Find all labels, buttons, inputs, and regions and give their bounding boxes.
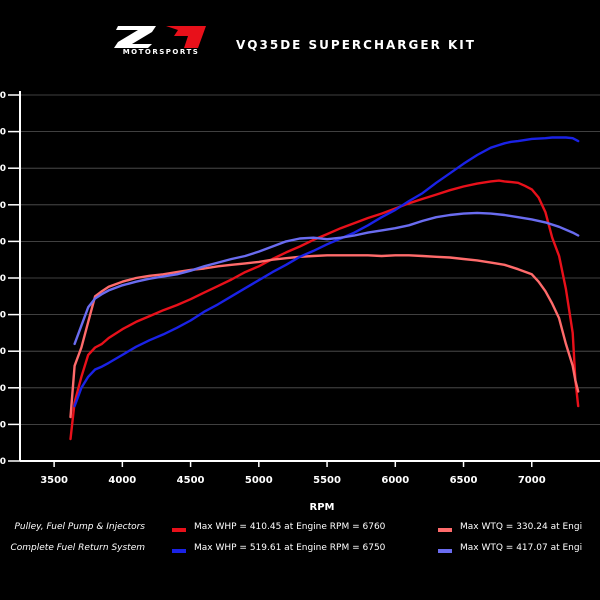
x-tick-label: 6000 xyxy=(381,475,409,486)
y-tick-label: 150 xyxy=(0,347,6,357)
page-title: VQ35DE SUPERCHARGER KIT xyxy=(236,38,476,52)
x-axis-label: RPM xyxy=(310,502,335,513)
x-tick-label: 7000 xyxy=(518,475,546,486)
y-tick-label: 250 xyxy=(0,274,6,284)
series-line-4 xyxy=(73,211,580,346)
y-tick-label: 450 xyxy=(0,128,6,138)
z1-logo xyxy=(114,26,206,48)
legend-row-2: Complete Fuel Return System Max WHP = 51… xyxy=(0,543,600,559)
series-line-3 xyxy=(73,136,580,408)
y-tick-label: 100 xyxy=(0,384,6,394)
legend-wtq-1: Max WTQ = 330.24 at Engi xyxy=(460,522,583,532)
legend-swatch-red-wtq xyxy=(438,528,452,532)
legend-whp-1: Max WHP = 410.45 at Engine RPM = 6760 xyxy=(194,522,386,532)
y-tick-label: 400 xyxy=(0,164,6,174)
legend-wtq-2: Max WTQ = 417.07 at Engi xyxy=(460,543,583,553)
x-tick-label: 5500 xyxy=(313,475,341,486)
x-tick-label: 4000 xyxy=(108,475,136,486)
legend-whp-2: Max WHP = 519.61 at Engine RPM = 6750 xyxy=(194,543,386,553)
y-tick-label: 350 xyxy=(0,201,6,211)
brand-subtitle: MOTORSPORTS xyxy=(122,48,200,56)
legend-swatch-blue-wtq xyxy=(438,549,452,553)
dyno-chart: 0 50 100 150 200 250 300 350 400 450 500 3500 4000 4… xyxy=(0,91,600,513)
x-axis-ticks: 3500 4000 4500 5000 5500 6000 6500 7000 xyxy=(40,461,546,486)
y-tick-label: 200 xyxy=(0,311,6,321)
x-tick-label: 6500 xyxy=(450,475,478,486)
y-tick-label: 500 xyxy=(0,91,6,101)
y-tick-label: 0 xyxy=(0,457,6,467)
y-tick-label: 300 xyxy=(0,237,6,247)
legend-swatch-red-whp xyxy=(172,528,186,532)
legend-setup-2: Complete Fuel Return System xyxy=(10,543,146,553)
x-tick-label: 5000 xyxy=(245,475,273,486)
legend-row-1: Pulley, Fuel Pump & Injectors Max WHP = … xyxy=(0,522,600,538)
header: MOTORSPORTS VQ35DE SUPERCHARGER KIT xyxy=(0,0,600,70)
series-group xyxy=(69,136,580,441)
series-line-2 xyxy=(69,254,580,419)
legend-swatch-blue-whp xyxy=(172,549,186,553)
legend-setup-1: Pulley, Fuel Pump & Injectors xyxy=(14,522,145,532)
series-line-1 xyxy=(69,179,580,441)
y-tick-label: 50 xyxy=(0,420,6,430)
x-tick-label: 4500 xyxy=(177,475,205,486)
grid-lines xyxy=(20,94,600,425)
y-axis-ticks: 0 50 100 150 200 250 300 350 400 450 500 xyxy=(0,91,20,467)
x-tick-label: 3500 xyxy=(40,475,68,486)
